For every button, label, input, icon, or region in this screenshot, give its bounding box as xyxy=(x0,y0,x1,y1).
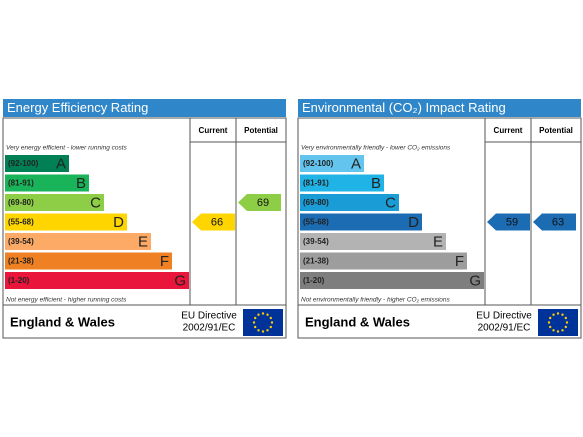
rating-band xyxy=(5,233,151,250)
panel-title: Environmental (CO₂) Impact Rating xyxy=(302,100,506,115)
band-letter: A xyxy=(351,155,361,172)
rating-band xyxy=(300,272,484,289)
band-range: (1-20) xyxy=(8,276,30,285)
rating-arrow xyxy=(238,194,281,211)
rating-band xyxy=(300,252,467,270)
band-range: (92-100) xyxy=(8,159,39,168)
rating-band xyxy=(5,213,127,231)
flag-star xyxy=(270,321,274,324)
flag-star xyxy=(257,329,260,332)
flag-star xyxy=(269,316,272,320)
rating-band xyxy=(300,174,384,192)
rating-arrow xyxy=(533,213,576,231)
flag-star xyxy=(552,329,555,332)
flag-star xyxy=(257,313,260,316)
rating-panel: Energy Efficiency Rating Current Potential… xyxy=(2,99,287,339)
flag-star xyxy=(556,312,560,315)
rating-band xyxy=(300,233,446,250)
top-note: Very energy efficient - lower running co… xyxy=(6,145,128,152)
rating-arrow xyxy=(487,213,530,231)
rating-band xyxy=(300,155,364,172)
flag-star xyxy=(561,313,564,316)
directive-label: 2002/91/EC xyxy=(478,323,531,334)
rating-band xyxy=(5,194,104,211)
band-letter: G xyxy=(469,272,481,289)
flag-star xyxy=(254,325,257,329)
flag-star xyxy=(266,313,269,316)
rating-value: 63 xyxy=(552,216,564,228)
band-letter: B xyxy=(371,175,381,192)
flag-star xyxy=(252,321,256,324)
flag-star xyxy=(254,316,257,320)
directive-label: 2002/91/EC xyxy=(183,323,236,334)
rating-panel: Environmental (CO₂) Impact Rating Current… xyxy=(297,99,582,339)
rating-band xyxy=(300,194,399,211)
column-header: Potential xyxy=(539,126,573,135)
rating-value: 59 xyxy=(506,216,518,228)
flag-star xyxy=(549,325,552,329)
rating-band xyxy=(5,155,69,172)
band-range: (39-54) xyxy=(8,237,34,246)
top-note: Very environmentally friendly - lower CO… xyxy=(301,145,451,152)
region-label: England & Wales xyxy=(10,314,115,329)
bottom-note: Not environmentally friendly - higher CO… xyxy=(301,297,451,304)
flag-star xyxy=(565,321,569,324)
band-letter: E xyxy=(433,233,443,250)
title-bar xyxy=(298,99,581,117)
flag-star xyxy=(564,325,567,329)
band-letter: D xyxy=(408,214,419,231)
rating-band xyxy=(5,252,172,270)
directive-label: EU Directive xyxy=(476,311,532,322)
rating-band xyxy=(5,174,89,192)
band-range: (69-80) xyxy=(8,198,34,207)
rating-arrow xyxy=(192,213,235,231)
flag-star xyxy=(561,329,564,332)
rating-value: 69 xyxy=(257,197,269,209)
flag-star xyxy=(556,330,560,333)
column-header: Current xyxy=(494,126,523,135)
flag-star xyxy=(269,325,272,329)
band-letter: D xyxy=(113,214,124,231)
rating-band xyxy=(5,272,189,289)
column-header: Potential xyxy=(244,126,278,135)
flag-star xyxy=(552,313,555,316)
band-letter: E xyxy=(138,233,148,250)
band-letter: G xyxy=(174,272,186,289)
flag-star xyxy=(261,312,265,315)
band-letter: B xyxy=(76,175,86,192)
band-letter: F xyxy=(455,253,464,270)
region-label: England & Wales xyxy=(305,314,410,329)
band-letter: C xyxy=(385,194,396,211)
title-bar xyxy=(3,99,286,117)
flag-star xyxy=(266,329,269,332)
bottom-note: Not energy efficient - higher running co… xyxy=(6,297,127,304)
band-range: (21-38) xyxy=(303,257,329,266)
rating-value: 66 xyxy=(211,216,223,228)
band-range: (69-80) xyxy=(303,198,329,207)
band-letter: F xyxy=(160,253,169,270)
flag-star xyxy=(549,316,552,320)
band-letter: A xyxy=(56,155,66,172)
flag-star xyxy=(564,316,567,320)
band-range: (39-54) xyxy=(303,237,329,246)
band-range: (81-91) xyxy=(8,179,34,188)
directive-label: EU Directive xyxy=(181,311,237,322)
band-range: (21-38) xyxy=(8,257,34,266)
rating-band xyxy=(300,213,422,231)
band-range: (55-68) xyxy=(303,218,329,227)
band-range: (55-68) xyxy=(8,218,34,227)
column-header: Current xyxy=(199,126,228,135)
panel-title: Energy Efficiency Rating xyxy=(7,100,148,115)
flag-star xyxy=(547,321,551,324)
band-letter: C xyxy=(90,194,101,211)
flag-star xyxy=(261,330,265,333)
band-range: (81-91) xyxy=(303,179,329,188)
band-range: (1-20) xyxy=(303,276,325,285)
band-range: (92-100) xyxy=(303,159,334,168)
